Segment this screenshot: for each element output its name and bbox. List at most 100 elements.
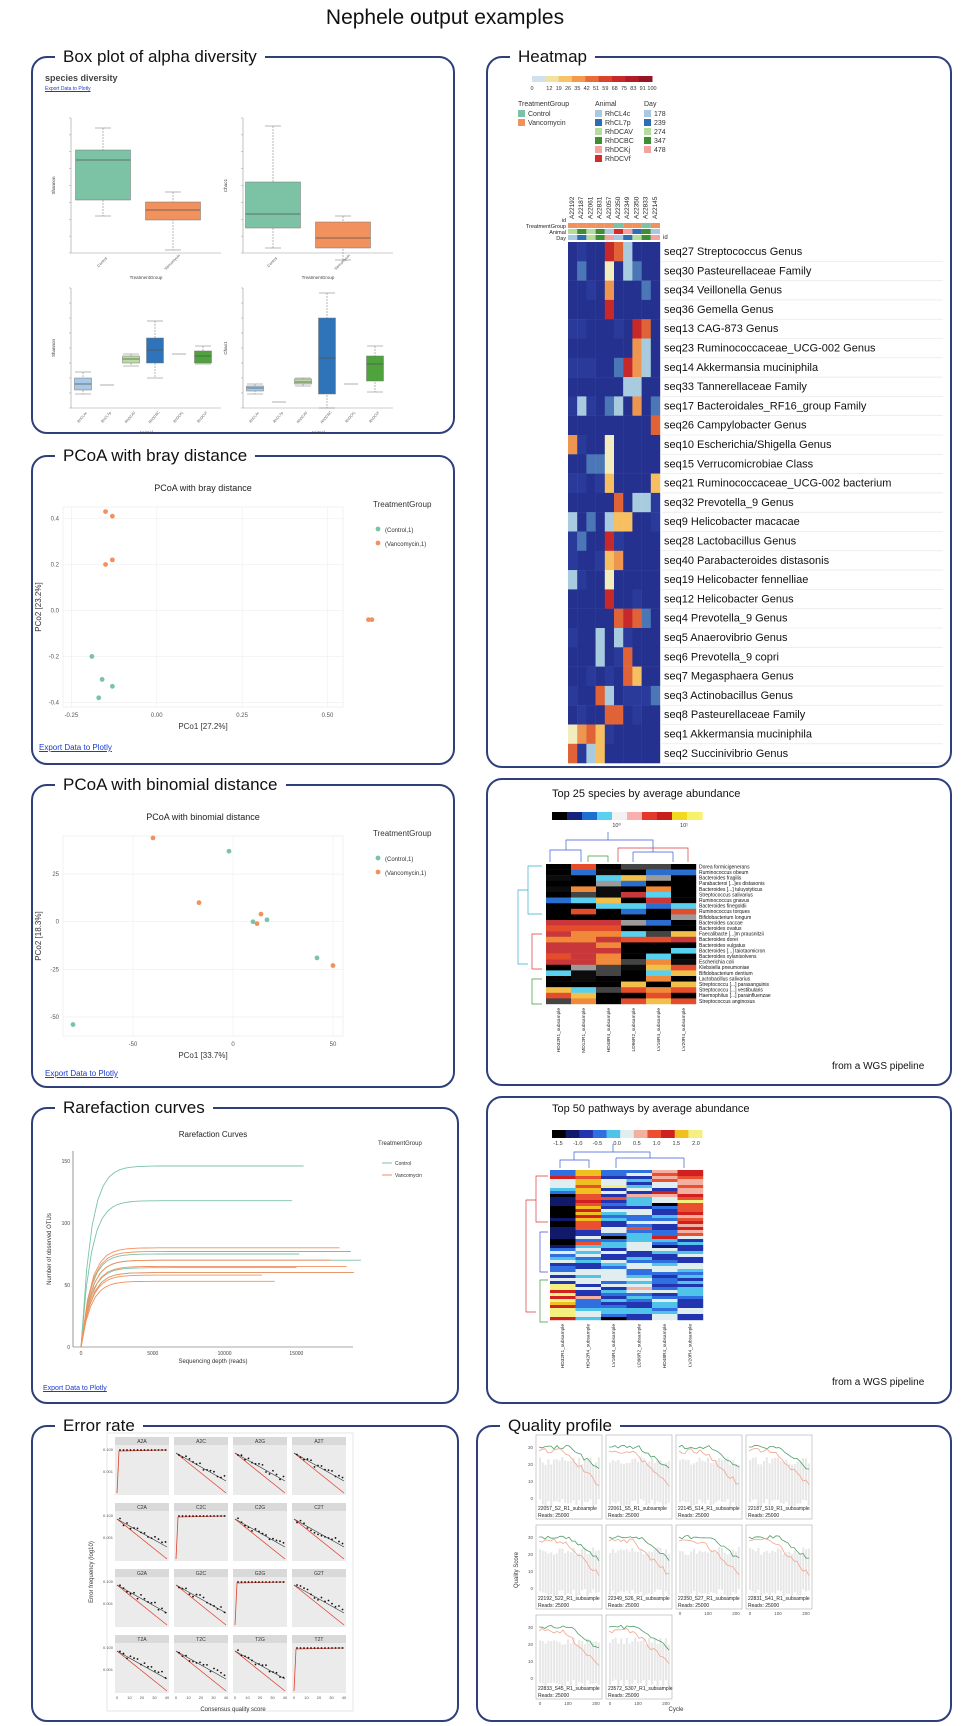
qual-bar bbox=[597, 1642, 600, 1685]
qual-bar bbox=[583, 1459, 586, 1502]
qual-bar bbox=[592, 1464, 595, 1507]
species-cell bbox=[621, 970, 647, 977]
path-cell bbox=[652, 1260, 678, 1264]
pathways-heatmap: -1.5 -1.0 -0.5 0.0 0.5 1.0 1.5 2.0HD32R1_subsam… bbox=[525, 1130, 704, 1368]
path-cell bbox=[550, 1314, 576, 1318]
err-ytick: 0.001 bbox=[103, 1535, 114, 1540]
path-cell bbox=[626, 1278, 653, 1282]
err-point bbox=[216, 1669, 219, 1672]
err-point bbox=[268, 1670, 271, 1673]
box-animal-shannon-3 bbox=[146, 337, 164, 364]
heat-cell bbox=[623, 473, 633, 494]
heat-cell bbox=[595, 435, 605, 455]
heat-cell bbox=[641, 724, 651, 744]
path-cell bbox=[677, 1230, 704, 1234]
pcoa-ytick: 0.2 bbox=[51, 562, 60, 568]
heat-cell bbox=[614, 299, 624, 320]
err-point bbox=[275, 1539, 278, 1542]
pcoa-legend-title: TreatmentGroup bbox=[373, 829, 432, 838]
species-cell bbox=[671, 880, 697, 887]
species-scale-cell bbox=[672, 812, 688, 820]
path-cell bbox=[677, 1215, 704, 1219]
heat-cell bbox=[650, 473, 661, 494]
qual-bar bbox=[648, 1551, 651, 1594]
rare-xtick: 5000 bbox=[147, 1351, 158, 1357]
qual-bar bbox=[569, 1643, 572, 1686]
path-scale-tick: 1.5 bbox=[672, 1141, 680, 1147]
box-animal-shannon-2 bbox=[122, 355, 140, 364]
path-scale-cell bbox=[592, 1130, 608, 1138]
path-cell bbox=[626, 1221, 653, 1225]
pcoa-xtick: -50 bbox=[129, 1042, 138, 1048]
heat-cell bbox=[604, 357, 615, 378]
err-facet-bg bbox=[292, 1445, 346, 1495]
path-cell bbox=[677, 1266, 704, 1270]
box-xlabel: TreatmentGroup bbox=[130, 275, 163, 280]
heat-cell bbox=[577, 357, 587, 378]
heat-cell bbox=[650, 319, 661, 339]
boxplot-export-link[interactable]: Export Data to Plotly bbox=[45, 86, 91, 92]
rarefaction-export-link[interactable]: Export Data to Plotly bbox=[43, 1385, 107, 1392]
qual-bar bbox=[656, 1459, 659, 1502]
species-cell bbox=[621, 914, 647, 921]
err-point bbox=[192, 1515, 194, 1517]
heat-cell bbox=[586, 299, 596, 320]
heat-cell bbox=[623, 743, 633, 764]
path-cell bbox=[601, 1302, 627, 1306]
species-scale-cell bbox=[612, 812, 628, 820]
heat-cell bbox=[595, 319, 605, 339]
qual-bar bbox=[541, 1550, 544, 1593]
pcoa-binomial-export-link[interactable]: Export Data to Plotly bbox=[45, 1069, 118, 1078]
heat-cell bbox=[586, 550, 596, 571]
species-note: from a WGS pipeline bbox=[832, 1061, 925, 1072]
species-cell bbox=[546, 920, 572, 926]
path-scale-cell bbox=[579, 1130, 594, 1138]
heat-cell bbox=[650, 299, 661, 320]
species-cell bbox=[646, 959, 672, 965]
rare-curve-12 bbox=[80, 1274, 262, 1348]
heat-cell bbox=[577, 589, 587, 609]
heat-cell bbox=[632, 357, 642, 378]
path-cell bbox=[601, 1305, 627, 1309]
qual-bar bbox=[698, 1550, 701, 1593]
heat-legend-title: TreatmentGroup bbox=[518, 101, 569, 108]
qual-bar bbox=[709, 1462, 712, 1505]
err-facet-strip bbox=[115, 1569, 169, 1577]
path-cell bbox=[626, 1302, 653, 1306]
heat-legend-swatch bbox=[518, 119, 525, 126]
path-cell bbox=[575, 1245, 602, 1249]
heat-cell bbox=[586, 685, 596, 706]
path-cell bbox=[575, 1209, 602, 1213]
heat-row-label: seq34 Veillonella Genus bbox=[664, 285, 783, 297]
heat-cell bbox=[623, 435, 633, 455]
path-cell bbox=[652, 1173, 678, 1177]
heat-cell bbox=[614, 261, 624, 281]
err-point bbox=[282, 1581, 285, 1583]
qual-bar bbox=[791, 1553, 793, 1596]
path-cell bbox=[652, 1194, 678, 1198]
path-cell bbox=[652, 1257, 678, 1261]
path-cell bbox=[677, 1200, 704, 1204]
pcoa-bray-export-link[interactable]: Export Data to Plotly bbox=[39, 743, 112, 752]
err-xtick: 40 bbox=[283, 1695, 288, 1700]
heat-row-label: seq4 Prevotella_9 Genus bbox=[664, 613, 788, 625]
rare-xtick: 0 bbox=[80, 1351, 83, 1357]
qual-sample-reads: Reads: 25000 bbox=[538, 1513, 569, 1519]
box-animal-label: RhCL4c bbox=[249, 411, 261, 424]
err-point bbox=[143, 1597, 146, 1600]
species-title: Top 25 species by average abundance bbox=[552, 788, 741, 800]
err-point bbox=[282, 1541, 285, 1544]
err-xtick: 0 bbox=[293, 1695, 296, 1700]
qual-bar bbox=[645, 1644, 648, 1687]
path-cell bbox=[652, 1293, 678, 1297]
path-cell bbox=[652, 1215, 678, 1219]
err-facet-label: A2G bbox=[255, 1439, 265, 1445]
heat-col-id: A22350 bbox=[615, 196, 622, 219]
box-animal-label: RhDCAV bbox=[124, 410, 137, 424]
species-row-label: Bacteroides [...] taiotaomicron bbox=[699, 948, 765, 954]
err-facet-bg bbox=[174, 1511, 228, 1561]
path-cell bbox=[601, 1278, 627, 1282]
qual-bar bbox=[564, 1460, 567, 1503]
path-cell bbox=[677, 1173, 704, 1177]
